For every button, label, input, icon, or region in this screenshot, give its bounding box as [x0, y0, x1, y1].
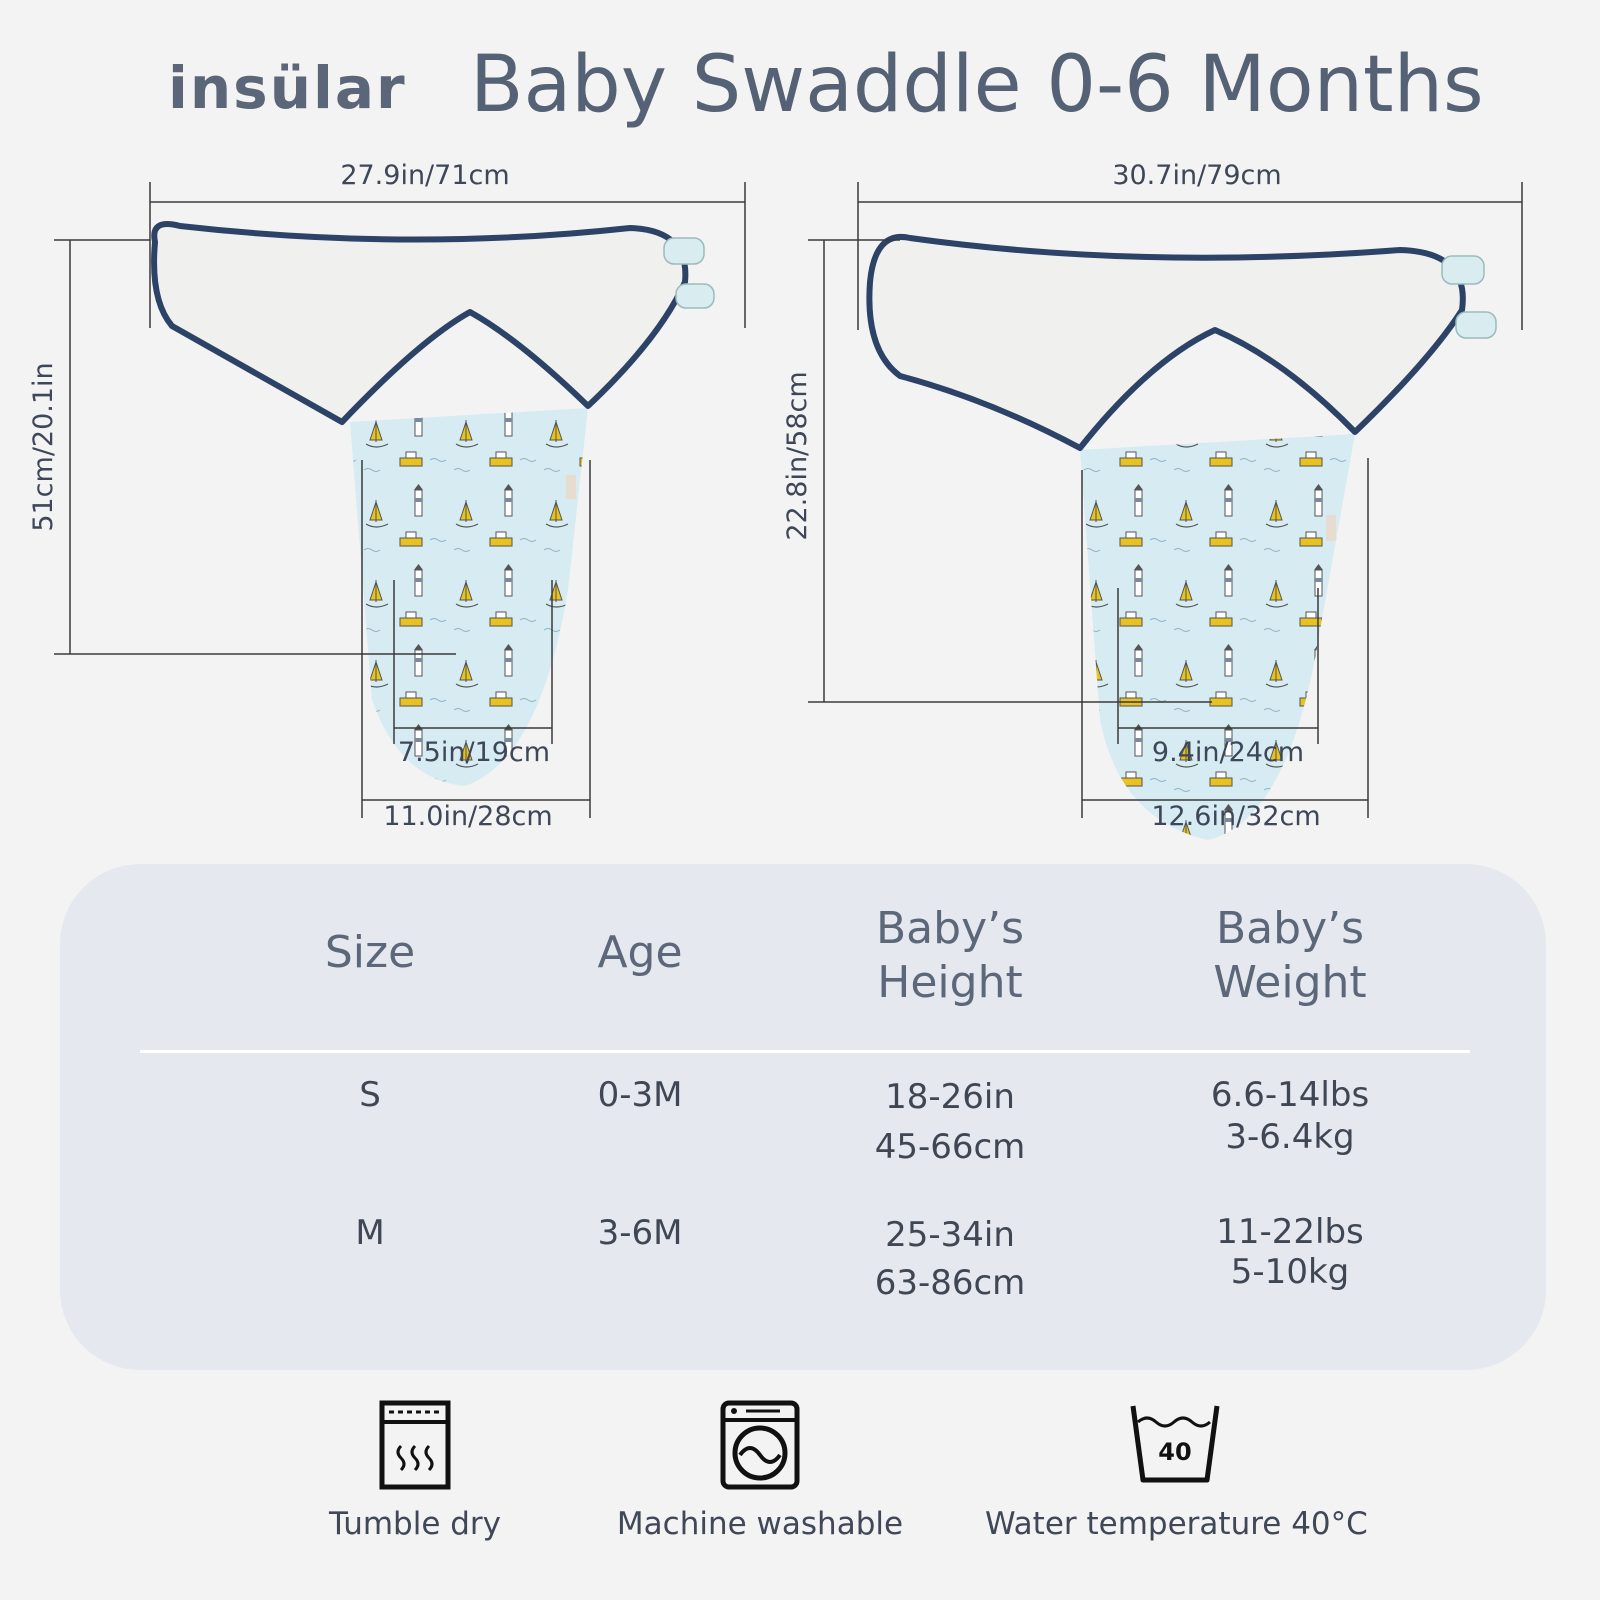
col-header-height-line1: Baby’s: [875, 903, 1025, 954]
header: insülar Baby Swaddle 0-6 Months: [0, 40, 1600, 150]
row-s-height: 18-26in 45-66cm: [780, 1074, 1120, 1170]
medium-bottom-inner-label: 9.4in/24cm: [1152, 737, 1304, 768]
wash-temperature-value: 40: [1158, 1438, 1191, 1466]
care-instructions: Tumble dry Machine washable 40 Water tem…: [0, 1400, 1600, 1580]
dimension-lines-small: [54, 182, 746, 818]
row-m-weight-kg: 5-10kg: [1230, 1252, 1350, 1292]
size-diagram: 27.9in/71cm 51cm/20.1in 7.5in/19cm 11.0i…: [0, 160, 1600, 850]
row-s-age: 0-3M: [597, 1075, 683, 1115]
col-header-age: Age: [597, 927, 683, 978]
row-s-weight-lbs: 6.6-14lbs: [1210, 1075, 1370, 1115]
machine-wash-icon: [720, 1400, 800, 1490]
care-water-temp: 40 Water temperature 40°C: [985, 1400, 1368, 1542]
row-m-height-cm: 63-86cm: [874, 1263, 1026, 1303]
care-label-tumble-dry: Tumble dry: [328, 1506, 502, 1542]
row-m-height-in: 25-34in: [885, 1215, 1015, 1255]
col-header-weight-line1: Baby’s: [1215, 903, 1365, 954]
small-bottom-inner-label: 7.5in/19cm: [398, 737, 550, 768]
care-machine-wash: Machine washable: [610, 1400, 910, 1542]
small-width-top-label: 27.9in/71cm: [340, 160, 509, 191]
row-m-size: M: [355, 1213, 385, 1253]
row-s-weight: 6.6-14lbs 3-6.4kg: [1120, 1074, 1460, 1158]
row-m-height: 25-34in 63-86cm: [780, 1212, 1120, 1306]
col-header-size: Size: [324, 927, 416, 978]
header-divider: [140, 1050, 1470, 1053]
wash-temperature-icon: 40: [1130, 1405, 1220, 1483]
care-label-water-temp: Water temperature 40°C: [985, 1506, 1368, 1542]
brand-logo: insülar: [168, 54, 407, 122]
tumble-dry-icon: [379, 1400, 451, 1490]
col-header-weight: Baby’s Weight: [1120, 902, 1460, 1010]
row-m-age: 3-6M: [597, 1213, 683, 1253]
row-m-weight: 11-22lbs 5-10kg: [1120, 1212, 1460, 1292]
size-chart-table: Size Age Baby’s Height Baby’s Weight S 0…: [60, 864, 1546, 1370]
small-height-label: 51cm/20.1in: [28, 362, 59, 531]
swaddle-small: [151, 221, 715, 786]
col-header-height: Baby’s Height: [780, 902, 1120, 1010]
row-s-weight-kg: 3-6.4kg: [1225, 1117, 1355, 1157]
medium-height-label: 22.8in/58cm: [782, 371, 813, 540]
col-header-weight-line2: Weight: [1213, 957, 1367, 1008]
row-s-height-in: 18-26in: [885, 1077, 1015, 1117]
medium-bottom-outer-label: 12.6in/32cm: [1151, 801, 1320, 832]
care-label-machine-wash: Machine washable: [616, 1506, 904, 1542]
row-s-size: S: [359, 1075, 381, 1115]
row-m-weight-lbs: 11-22lbs: [1216, 1212, 1364, 1252]
page-title: Baby Swaddle 0-6 Months: [470, 40, 1484, 130]
swaddle-illustrations: 27.9in/71cm 51cm/20.1in 7.5in/19cm 11.0i…: [28, 160, 1523, 840]
care-tumble-dry: Tumble dry: [310, 1400, 520, 1542]
swaddle-medium: [866, 233, 1497, 840]
dimension-lines-medium: [808, 182, 1523, 818]
medium-width-top-label: 30.7in/79cm: [1112, 160, 1281, 191]
row-s-height-cm: 45-66cm: [874, 1127, 1026, 1167]
small-bottom-outer-label: 11.0in/28cm: [383, 801, 552, 832]
col-header-height-line2: Height: [877, 957, 1023, 1008]
